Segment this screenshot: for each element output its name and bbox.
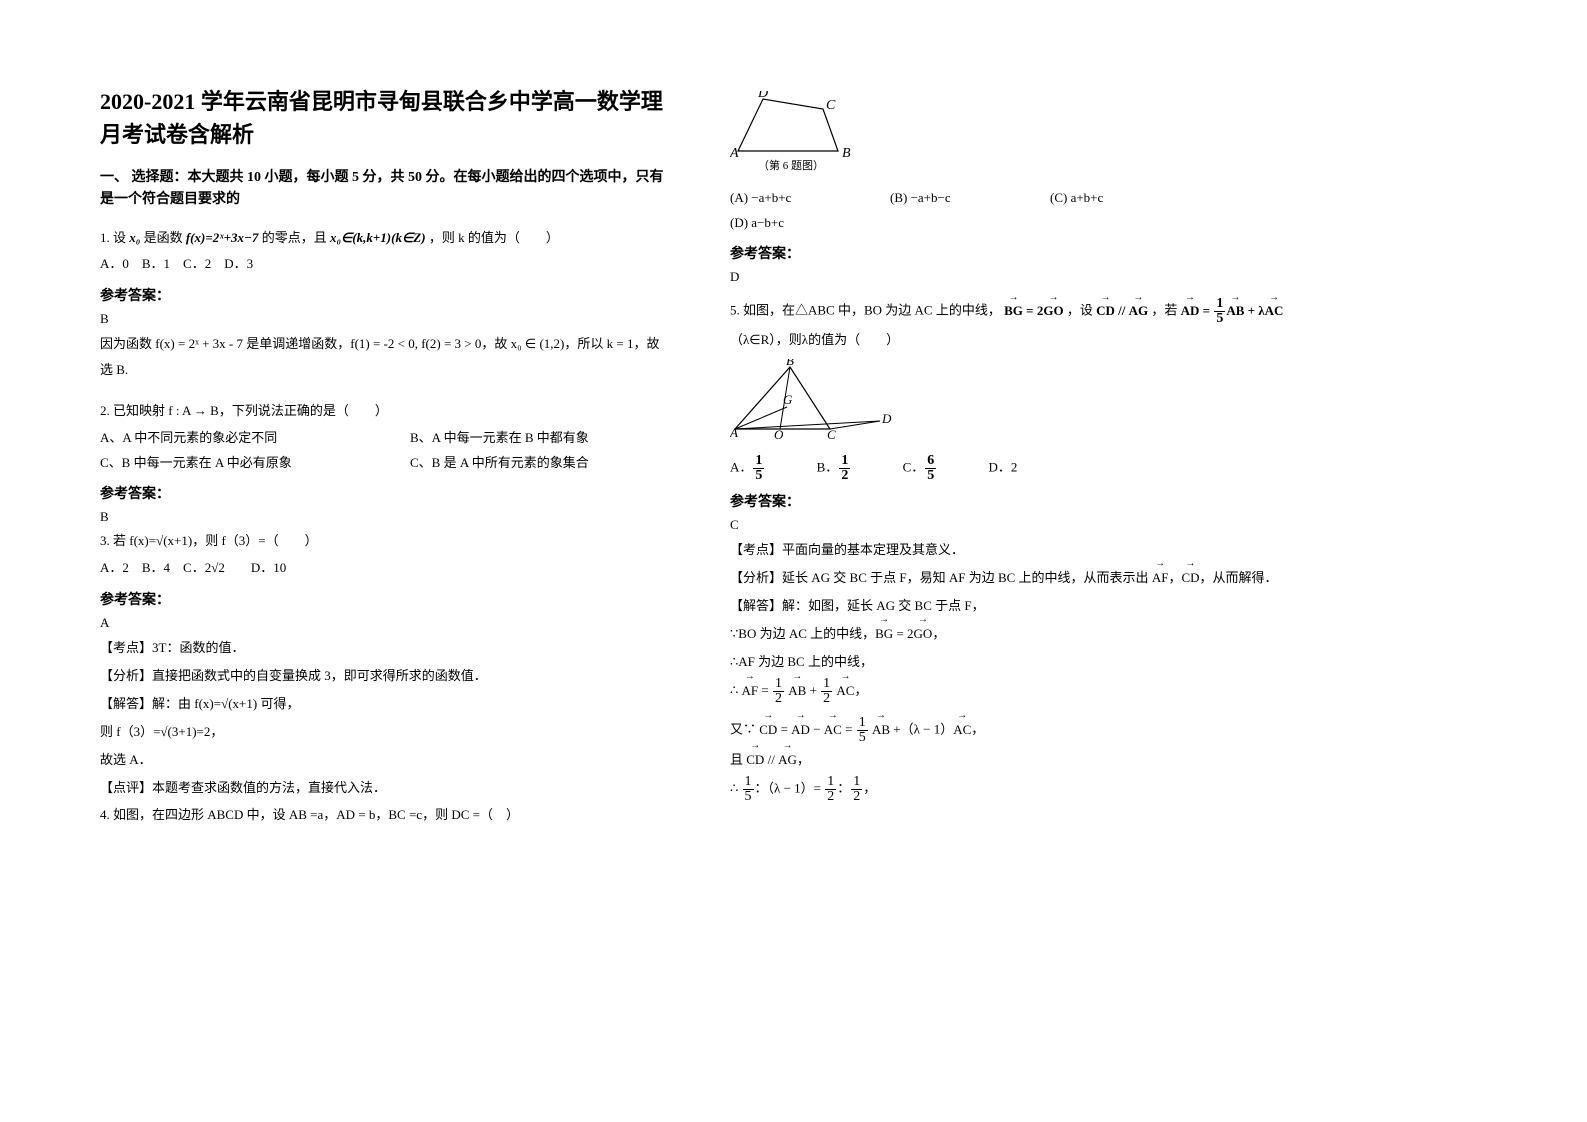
q4-stem: 4. 如图，在四边形 ABCD 中，设 AB =a，AD = b，BC =c，则… bbox=[100, 803, 670, 828]
q5-tail: （λ∈R），则λ的值为（ ） bbox=[730, 328, 1300, 353]
q2-stem: 2. 已知映射 f : A → B，下列说法正确的是（ ） bbox=[100, 399, 670, 424]
q5-stem: 5. 如图，在△ABC 中，BO 为边 AC 上的中线， BG = 2GO ，设… bbox=[730, 297, 1300, 326]
q5-mid: ，设 bbox=[1067, 303, 1093, 318]
svg-text:B: B bbox=[786, 359, 794, 368]
q1-answer: B bbox=[100, 311, 670, 327]
q5-e2: 【分析】延长 AG 交 BC 于点 F，易知 AF 为边 BC 上的中线，从而表… bbox=[730, 565, 1300, 591]
q5-e7: 又∵ CD = AD − AC = 15 AB +（λ − 1）AC， bbox=[730, 716, 1300, 745]
q2-optD: C、B 是 A 中所有元素的象集合 bbox=[410, 451, 650, 476]
question-1: 1. 设 x₀ 是函数 f(x)=2ˣ+3x−7 的零点，且 x₀∈(k,k+1… bbox=[100, 226, 670, 277]
q4-figure: A B C D （第 6 题图） bbox=[730, 91, 1300, 176]
q1-explain: 因为函数 f(x) = 2ˣ + 3x - 7 是单调递增函数，f(1) = -… bbox=[100, 331, 670, 383]
svg-text:D: D bbox=[757, 91, 768, 101]
q5-answer-label: 参考答案： bbox=[730, 491, 1300, 511]
q5-mid2: ，若 bbox=[1151, 303, 1177, 318]
q5-e8: 且 CD // AG， bbox=[730, 747, 1300, 773]
q5-e6: ∴ AF = 12 AB + 12 AC， bbox=[730, 677, 1300, 706]
q2-optA: A、A 中不同元素的象必定不同 bbox=[100, 426, 410, 451]
q2-options: A、A 中不同元素的象必定不同 B、A 中每一元素在 B 中都有象 C、B 中每… bbox=[100, 426, 670, 475]
q4-answer: D bbox=[730, 269, 1300, 285]
q1-pre: 1. 设 bbox=[100, 230, 126, 245]
svg-text:A: A bbox=[730, 425, 738, 439]
q3-e4: 则 f（3）=√(3+1)=2， bbox=[100, 719, 670, 745]
q5-e9: ∴ 15：（λ − 1）= 12：12， bbox=[730, 775, 1300, 804]
q5-answer: C bbox=[730, 517, 1300, 533]
q3-answer-label: 参考答案： bbox=[100, 589, 670, 609]
q3-e5: 故选 A． bbox=[100, 747, 670, 773]
q4-options: (A) −a+b+c (B) −a+b−c (C) a+b+c (D) a−b+… bbox=[730, 186, 1300, 235]
q1-fx: f(x)=2ˣ+3x−7 bbox=[186, 230, 259, 245]
q1-range: x₀∈(k,k+1)(k∈Z) bbox=[330, 230, 426, 245]
svg-text:D: D bbox=[881, 411, 892, 426]
svg-text:B: B bbox=[842, 146, 851, 161]
right-column: A B C D （第 6 题图） (A) −a+b+c (B) −a+b−c (… bbox=[730, 85, 1300, 833]
q4-optB: (B) −a+b−c bbox=[890, 186, 1050, 211]
section-intro: 一、 选择题：本大题共 10 小题，每小题 5 分，共 50 分。在每小题给出的… bbox=[100, 167, 670, 212]
q2-answer-label: 参考答案： bbox=[100, 483, 670, 503]
q4-optA: (A) −a+b+c bbox=[730, 186, 890, 211]
q1-stem: 1. 设 x₀ 是函数 f(x)=2ˣ+3x−7 的零点，且 x₀∈(k,k+1… bbox=[100, 226, 670, 251]
q5-figure: A B C D O G bbox=[730, 359, 1300, 444]
q5-options: A．15 B．12 C．65 D．2 bbox=[730, 454, 1300, 483]
q4-answer-label: 参考答案： bbox=[730, 243, 1300, 263]
q5-e3: 【解答】解：如图，延长 AG 交 BC 于点 F， bbox=[730, 593, 1300, 619]
svg-text:A: A bbox=[730, 146, 739, 161]
q5-e4: ∵BO 为边 AC 上的中线，BG = 2GO， bbox=[730, 621, 1300, 647]
q1-mid2: 的零点，且 bbox=[262, 230, 327, 245]
question-2: 2. 已知映射 f : A → B，下列说法正确的是（ ） A、A 中不同元素的… bbox=[100, 399, 670, 475]
q2-optC: C、B 中每一元素在 A 中必有原象 bbox=[100, 451, 410, 476]
question-4: 4. 如图，在四边形 ABCD 中，设 AB =a，AD = b，BC =c，则… bbox=[100, 803, 670, 828]
q2-optB: B、A 中每一元素在 B 中都有象 bbox=[410, 426, 650, 451]
q3-e2: 【分析】直接把函数式中的自变量换成 3，即可求得所求的函数值． bbox=[100, 663, 670, 689]
svg-text:O: O bbox=[774, 427, 784, 439]
q3-e6: 【点评】本题考查求函数值的方法，直接代入法． bbox=[100, 775, 670, 801]
q4-optD: (D) a−b+c bbox=[730, 211, 890, 236]
q1-tail: ，则 k 的值为（ ） bbox=[429, 230, 559, 245]
q4-caption: （第 6 题图） bbox=[758, 158, 824, 171]
q3-options: A．2 B．4 C．2√2 D．10 bbox=[100, 556, 670, 581]
q2-answer: B bbox=[100, 509, 670, 525]
page-title: 2020-2021 学年云南省昆明市寻甸县联合乡中学高一数学理月考试卷含解析 bbox=[100, 85, 670, 151]
q3-answer: A bbox=[100, 615, 670, 631]
svg-text:G: G bbox=[783, 392, 793, 407]
q1-answer-label: 参考答案： bbox=[100, 285, 670, 305]
q3-e3: 【解答】解：由 f(x)=√(x+1) 可得， bbox=[100, 691, 670, 717]
q4-optC: (C) a+b+c bbox=[1050, 186, 1210, 211]
q3-stem: 3. 若 f(x)=√(x+1)，则 f（3）=（ ） bbox=[100, 529, 670, 554]
question-5: 5. 如图，在△ABC 中，BO 为边 AC 上的中线， BG = 2GO ，设… bbox=[730, 297, 1300, 353]
svg-text:C: C bbox=[827, 427, 836, 439]
q1-mid1: 是函数 bbox=[144, 230, 183, 245]
q5-e5: ∴AF 为边 BC 上的中线， bbox=[730, 649, 1300, 675]
question-3: 3. 若 f(x)=√(x+1)，则 f（3）=（ ） A．2 B．4 C．2√… bbox=[100, 529, 670, 580]
q3-e1: 【考点】3T：函数的值． bbox=[100, 635, 670, 661]
q5-pre: 5. 如图，在△ABC 中，BO 为边 AC 上的中线， bbox=[730, 303, 1001, 318]
q1-x0: x₀ bbox=[129, 230, 140, 245]
q5-e1: 【考点】平面向量的基本定理及其意义． bbox=[730, 537, 1300, 563]
left-column: 2020-2021 学年云南省昆明市寻甸县联合乡中学高一数学理月考试卷含解析 一… bbox=[100, 85, 670, 833]
q1-options: A．0 B．1 C．2 D．3 bbox=[100, 252, 670, 277]
svg-text:C: C bbox=[826, 98, 836, 113]
